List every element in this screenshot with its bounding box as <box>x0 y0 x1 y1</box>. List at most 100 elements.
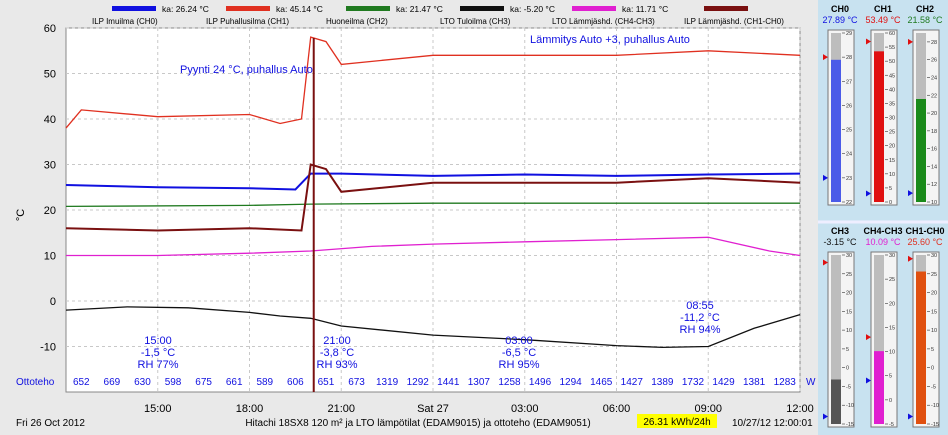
gauge-tick-label: 5 <box>846 347 849 353</box>
footer-title: Hitachi 18SX8 120 m² ja LTO lämpötilat (… <box>245 418 590 429</box>
note-pyynti: Pyynti 24 °C, puhallus Auto <box>180 64 313 76</box>
ottoteho-value: 1429 <box>712 377 735 388</box>
gauge-min-marker <box>823 413 828 420</box>
gauge-tick-label: 28 <box>931 40 937 46</box>
weather-rh: RH 95% <box>499 359 540 371</box>
gauge-tick-label: 10 <box>846 328 852 334</box>
gauge-fill <box>874 351 884 424</box>
gauge-name: CH3 <box>831 226 849 236</box>
ottoteho-value: 652 <box>73 377 90 388</box>
gauge-name: CH4-CH3 <box>863 226 902 236</box>
gauge-tick-label: 55 <box>889 45 895 51</box>
note-lammitys: Lämmitys Auto +3, puhallus Auto <box>530 34 690 46</box>
ottoteho-value: 606 <box>287 377 304 388</box>
gauge-tick-label: -10 <box>931 403 939 409</box>
gauge-track <box>874 255 884 424</box>
legend-label: LTO Lämmjäshd. (CH4-CH3) <box>552 17 655 26</box>
gauge-tick-label: 25 <box>846 128 852 134</box>
weather-note: 03:00-6,5 °CRH 95% <box>499 335 540 371</box>
weather-time: 08:55 <box>686 300 714 312</box>
series-line-2 <box>65 202 800 208</box>
gauge-tick-label: 22 <box>931 93 937 99</box>
legend-swatch <box>346 6 390 11</box>
gauge-tick-label: 30 <box>889 116 895 122</box>
gauge-max-marker <box>866 334 871 341</box>
weather-note: 15:00-1,5 °CRH 77% <box>138 335 179 371</box>
series-line-1 <box>65 36 801 129</box>
ottoteho-value: 669 <box>104 377 121 388</box>
gauge-tick-label: 0 <box>889 200 892 206</box>
legend-label: Huoneilma (CH2) <box>326 17 388 26</box>
energy-box <box>637 414 717 428</box>
gauge-min-marker <box>908 190 913 197</box>
legend-swatch <box>704 6 748 11</box>
series-line-3 <box>65 306 801 349</box>
legend-item: ILP Lämmjäshd. (CH1-CH0) <box>684 6 784 26</box>
legend-label: ILP Lämmjäshd. (CH1-CH0) <box>684 17 784 26</box>
gauge-tick-label: 28 <box>846 55 852 61</box>
ottoteho-value: 598 <box>165 377 182 388</box>
gauge-tick-label: 25 <box>931 272 937 278</box>
y-tick-label: 50 <box>44 69 56 81</box>
legend-swatch <box>460 6 504 11</box>
gauge-max-marker <box>823 259 828 266</box>
gauge-tick-label: 15 <box>889 325 895 331</box>
ottoteho-value: 1307 <box>468 377 491 388</box>
gauge-tick-label: -15 <box>846 422 854 428</box>
gauge-tick-label: 25 <box>846 272 852 278</box>
y-tick-label: 30 <box>44 160 56 172</box>
gauge-tick-label: 26 <box>846 103 852 109</box>
gauge-max-marker <box>908 255 913 262</box>
ottoteho-value: 661 <box>226 377 243 388</box>
gauge-max-marker <box>908 38 913 45</box>
weather-temp: -6,5 °C <box>502 347 536 359</box>
ottoteho-value: 673 <box>348 377 365 388</box>
y-tick-label: 20 <box>44 205 56 217</box>
x-tick-label: 12:00 <box>786 403 814 415</box>
legend-swatch <box>226 6 270 11</box>
gauge-fill <box>874 51 884 202</box>
legend-average: ka: 26.24 °C <box>162 4 209 14</box>
gauge-fill <box>831 59 841 203</box>
gauge-tick-label: 24 <box>846 152 852 158</box>
ottoteho-value: 1294 <box>560 377 583 388</box>
gauge-tick-label: 12 <box>931 182 937 188</box>
y-tick-label: 60 <box>44 23 56 35</box>
legend-average: ka: 45.14 °C <box>276 4 323 14</box>
gauge-tick-label: 23 <box>846 176 852 182</box>
gauge-min-marker <box>866 190 871 197</box>
weather-temp: -11,2 °C <box>680 312 720 324</box>
gauge-tick-label: 24 <box>931 75 937 81</box>
gauge-tick-label: 18 <box>931 129 937 135</box>
ottoteho-value: 1258 <box>498 377 521 388</box>
legend-item: ka: -5.20 °C LTO Tuloilma (CH3) <box>440 4 555 26</box>
gauge-tick-label: 22 <box>846 200 852 206</box>
series-line-4 <box>66 236 801 257</box>
gauge-tick-label: 20 <box>889 301 895 307</box>
weather-time: 15:00 <box>144 335 172 347</box>
ottoteho-unit: W <box>806 377 816 388</box>
ottoteho-value: 1292 <box>407 377 430 388</box>
gauge-tick-label: 20 <box>889 144 895 150</box>
weather-note: 21:00-3,8 °CRH 93% <box>317 335 358 371</box>
ottoteho-value: 1496 <box>529 377 552 388</box>
gauge-tick-label: 20 <box>931 291 937 297</box>
ottoteho-value: 589 <box>256 377 273 388</box>
x-tick-label: 06:00 <box>603 403 631 415</box>
y-tick-label: 0 <box>50 296 56 308</box>
gauge-tick-label: 15 <box>846 309 852 315</box>
legend-item: ka: 11.71 °C LTO Lämmjäshd. (CH4-CH3) <box>552 4 668 26</box>
gauge-tick-label: 25 <box>889 277 895 283</box>
gauge-tick-label: 5 <box>931 347 934 353</box>
gauge-value: 27.89 °C <box>822 15 858 25</box>
gauge-tick-label: 27 <box>846 79 852 85</box>
gauge-tick-label: 30 <box>889 253 895 259</box>
y-axis-label: °C <box>15 209 27 221</box>
gauge-value: 25.60 °C <box>907 237 943 247</box>
y-tick-label: 10 <box>44 251 56 263</box>
gauge-value: 53.49 °C <box>865 15 901 25</box>
gauge-name: CH1-CH0 <box>905 226 944 236</box>
